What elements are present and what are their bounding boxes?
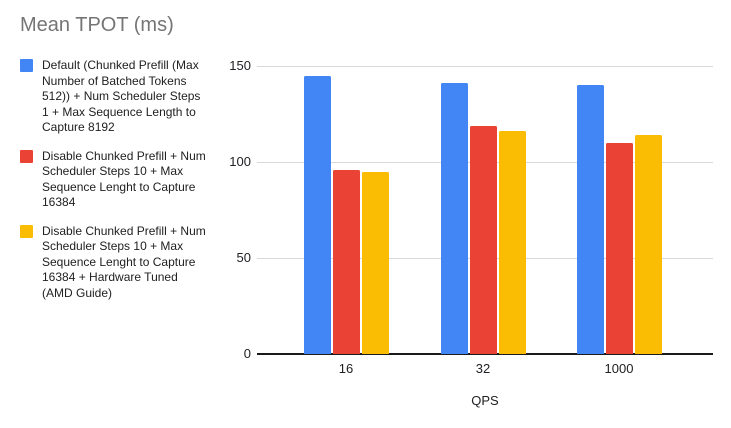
x-axis-line [257,353,713,355]
bar [303,75,331,354]
legend-swatch [20,59,33,72]
legend-item: Disable Chunked Prefill + Num Scheduler … [20,224,210,302]
legend-item: Disable Chunked Prefill + Num Scheduler … [20,149,210,211]
y-axis-tick-label: 150 [229,58,251,73]
legend-label: Disable Chunked Prefill + Num Scheduler … [42,223,206,300]
bar [498,131,526,354]
plot-area [257,65,713,355]
bar [634,135,662,354]
y-axis-tick-label: 100 [229,154,251,169]
legend-label: Default (Chunked Prefill (Max Number of … [42,58,201,134]
bar [605,142,633,354]
gridline [257,65,713,67]
y-axis-tick-label: 0 [243,346,251,361]
legend-swatch [20,149,33,163]
x-axis-tick-label: 16 [338,361,354,376]
bar [440,83,468,354]
y-axis-tick-label: 50 [236,250,251,265]
chart-legend: Default (Chunked Prefill (Max Number of … [20,58,210,301]
legend-label: Disable Chunked Prefill + Num Scheduler … [42,148,206,210]
bar [361,171,389,354]
legend-swatch [20,224,33,238]
bar [576,85,604,354]
x-axis-tick-label: 1000 [604,361,634,376]
x-axis-tick-label: 32 [475,361,491,376]
bar [332,169,360,354]
chart-title: Mean TPOT (ms) [20,14,174,36]
legend-item: Default (Chunked Prefill (Max Number of … [20,58,210,136]
bar [469,125,497,354]
x-axis-title: QPS [471,393,499,408]
